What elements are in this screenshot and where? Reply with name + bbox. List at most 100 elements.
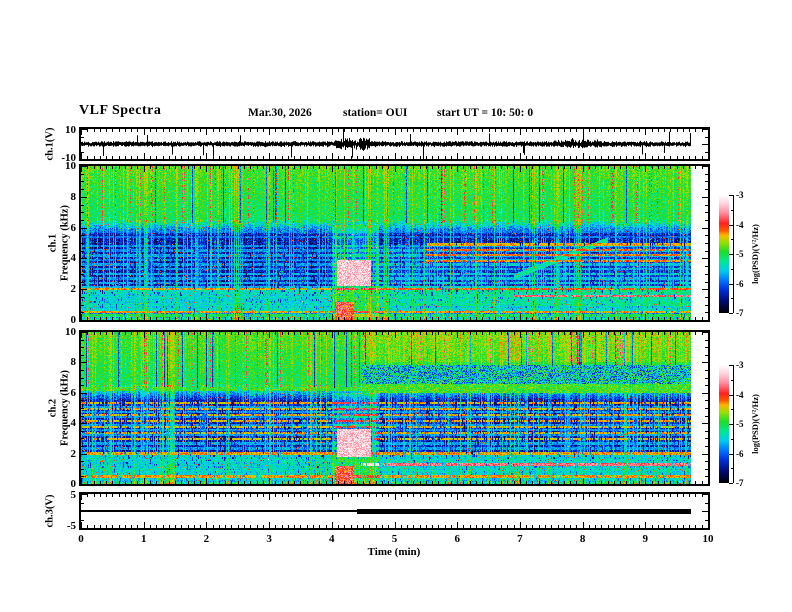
axis-tick [501,166,503,169]
axis-tick [488,481,490,484]
axis-tick [444,494,446,497]
axis-tick [651,129,653,132]
axis-tick [137,525,139,528]
colorbar-label: log(PSD)(V²/Hz) [750,394,760,454]
axis-tick [156,166,158,169]
colorbar-tick: -6 [736,448,744,459]
axis-tick [99,481,101,484]
axis-tick [375,129,377,132]
axis-tick [425,332,427,335]
axis-tick [670,166,672,169]
axis-tick [193,332,195,335]
axis-tick [476,494,477,497]
axis-tick [338,129,340,132]
axis-tick [81,519,84,521]
axis-tick [705,204,708,206]
axis-tick [463,332,465,335]
axis-tick [93,494,95,497]
axis-tick [513,166,515,169]
axis-tick [538,525,540,528]
axis-tick [432,481,434,484]
axis-tick [187,156,189,159]
axis-tick [112,129,114,132]
axis-tick [312,156,314,159]
axis-tick [231,156,233,159]
axis-tick [705,476,708,478]
axis-tick [482,332,484,335]
ch1-spec-ytick: 4 [70,252,77,265]
axis-tick [262,481,264,484]
axis-tick [81,400,84,402]
axis-tick [708,478,709,484]
axis-tick [705,219,708,221]
axis-tick [287,317,289,320]
axis-tick [705,281,708,283]
axis-tick [287,525,289,528]
axis-tick [705,266,708,268]
axis-tick [206,129,208,135]
axis-tick [607,481,609,484]
axis-tick [162,494,164,497]
axis-tick [81,159,87,160]
axis-tick [106,332,108,335]
axis-tick [469,156,471,159]
axis-tick [81,347,84,349]
axis-tick [81,312,84,314]
colorbar-tick: -7 [736,478,744,488]
axis-tick [356,525,358,528]
axis-tick [425,129,427,132]
axis-tick [620,129,622,132]
axis-tick [532,481,534,484]
axis-tick [444,166,446,169]
axis-tick [519,332,521,338]
axis-tick [701,129,703,132]
axis-tick [212,525,214,528]
axis-tick [729,224,733,226]
axis-tick [705,235,708,237]
axis-tick [632,332,634,335]
axis-tick [538,129,540,132]
axis-tick [626,317,628,320]
axis-tick [363,525,365,528]
axis-tick [350,317,352,320]
axis-tick [137,481,139,484]
axis-tick [419,332,421,335]
axis-tick [400,317,402,320]
axis-tick [438,332,440,335]
axis-tick [350,156,352,159]
axis-tick [705,304,708,306]
axis-tick [338,332,340,335]
axis-tick [463,156,465,159]
axis-tick [381,129,383,132]
axis-tick [300,481,302,484]
axis-tick [338,525,340,528]
axis-tick [262,129,264,132]
axis-tick [576,317,578,320]
axis-tick [670,481,672,484]
axis-tick [469,481,471,484]
axis-tick [81,494,82,500]
axis-tick [570,494,572,497]
axis-tick [168,317,170,320]
axis-tick [81,227,87,229]
axis-tick [143,332,145,338]
axis-tick [294,494,296,497]
ch1-wave-axis-label: ch.1(V) [44,127,56,161]
axis-tick [244,166,246,169]
ch1-spec-ytick: 10 [65,160,76,172]
axis-tick [306,494,308,497]
axis-tick [106,129,108,132]
axis-tick [613,129,615,132]
axis-tick [306,481,308,484]
axis-tick [81,362,87,364]
axis-tick [407,166,409,169]
axis-tick [175,166,177,169]
axis-tick [306,129,308,132]
axis-tick [319,481,321,484]
axis-tick [237,494,239,497]
axis-tick [730,268,734,270]
axis-tick [729,453,733,455]
axis-tick [519,166,521,172]
axis-tick [607,129,609,132]
